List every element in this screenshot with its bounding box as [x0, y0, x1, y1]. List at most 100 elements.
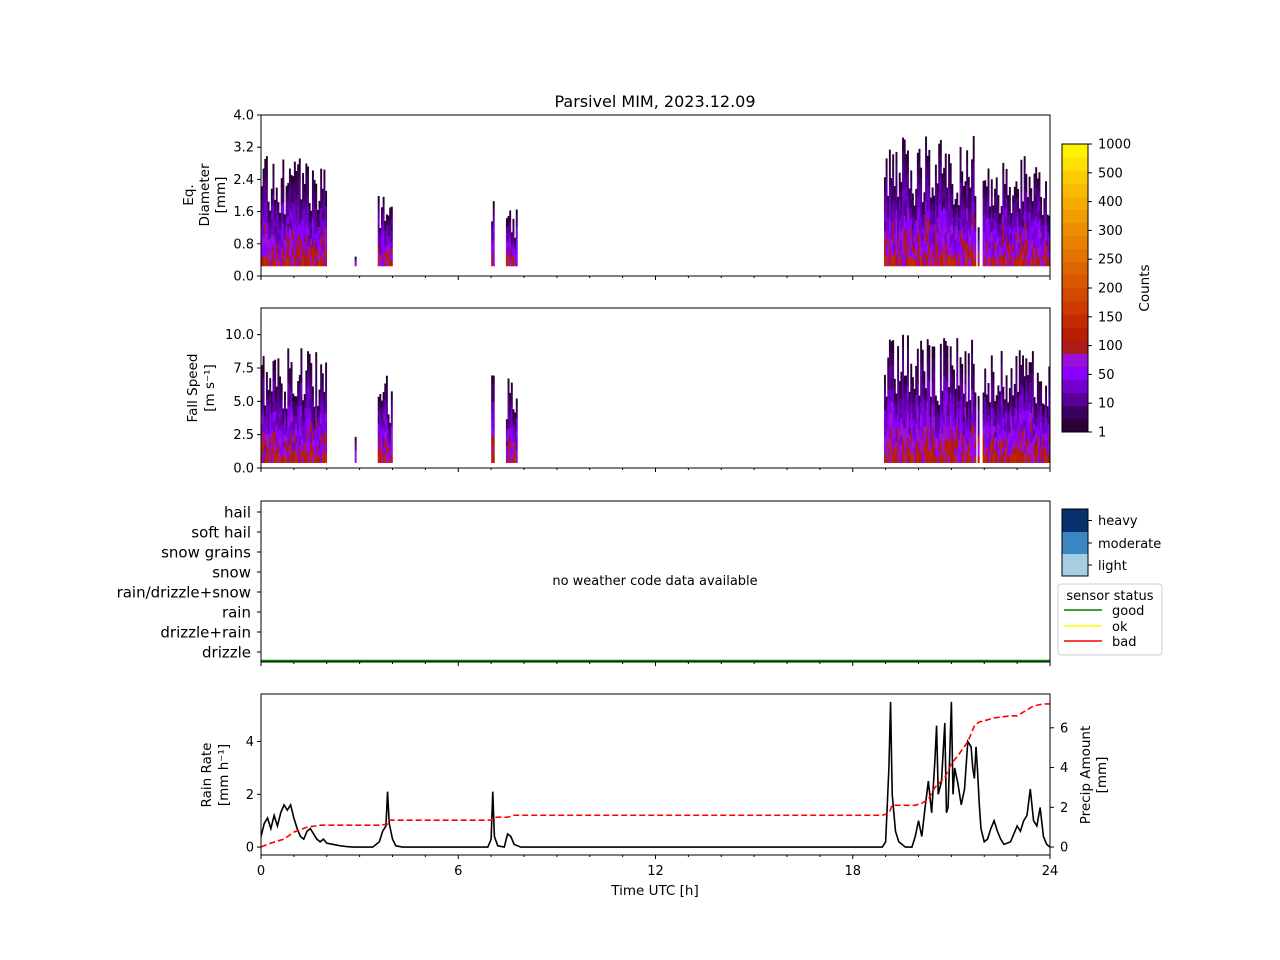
diameter-cell-7-14-8 — [1005, 178, 1008, 189]
diameter-cell-5-22-1 — [920, 246, 923, 257]
fall-speed-cell-0-32-5 — [313, 429, 316, 435]
diameter-cell-5-20-7 — [916, 175, 919, 188]
fall-speed-cell-7-29-2 — [1030, 432, 1033, 443]
diameter-cell-7-35-1 — [1040, 252, 1043, 260]
fall-speed-cell-0-8-6 — [274, 390, 277, 402]
diameter-cell-0-24-9 — [300, 199, 303, 207]
diameter-cell-5-20-6 — [916, 186, 919, 199]
diameter-cell-0-14-6 — [284, 229, 286, 236]
fall-speed-cell-5-7-3 — [895, 435, 898, 443]
diameter-cell-5-45-8 — [957, 211, 960, 218]
diameter-cell-7-18-2 — [1012, 244, 1015, 253]
fall-speed-cell-4-6-7 — [515, 411, 518, 419]
diameter-cell-5-40-5 — [949, 204, 952, 215]
fall-speed-cell-2-1-8 — [379, 400, 382, 409]
fall-speed-cell-0-31-8 — [311, 394, 314, 403]
diameter-cell-7-37-0 — [1043, 259, 1046, 267]
fall-speed-cell-5-46-7 — [959, 378, 962, 390]
fall-speed-cell-0-34-8 — [316, 411, 319, 418]
fall-speed-cell-0-7-6 — [272, 391, 275, 402]
diameter-cell-2-3-1 — [382, 252, 385, 260]
diameter-cell-7-10-1 — [999, 255, 1001, 261]
fall-speed-cell-7-13-7 — [1003, 411, 1006, 419]
precip-amount-ytick-label-0: 0 — [1060, 841, 1068, 856]
fall-speed-cell-7-29-0 — [1030, 452, 1033, 463]
diameter-cell-5-29-2 — [931, 242, 934, 251]
fall-speed-cell-5-17-6 — [911, 402, 914, 412]
fall-speed-cell-7-33-0 — [1036, 453, 1039, 463]
diameter-cell-7-33-3 — [1036, 230, 1039, 240]
fall-speed-cell-5-11-1 — [902, 437, 904, 451]
fall-speed-cell-5-33-7 — [938, 416, 941, 423]
fall-speed-cell-7-18-8 — [1012, 402, 1015, 410]
diameter-cell-5-43-3 — [954, 239, 957, 247]
diameter-cell-4-0-6 — [505, 232, 508, 238]
diameter-cell-6-0-5 — [977, 242, 980, 247]
fall-speed-cell-5-40-6 — [949, 381, 952, 394]
diameter-cell-7-13-6 — [1003, 208, 1006, 218]
diameter-cell-3-1-2 — [492, 246, 495, 254]
fall-speed-cell-7-8-5 — [995, 422, 998, 430]
fall-speed-cell-7-7-5 — [994, 425, 997, 433]
fall-speed-cell-7-30-1 — [1031, 440, 1034, 452]
diameter-cell-0-1-1 — [262, 246, 265, 257]
diameter-cell-5-0-5 — [883, 212, 886, 222]
fall-speed-cell-2-3-1 — [382, 448, 385, 456]
fall-speed-cell-5-40-7 — [949, 369, 952, 382]
fall-speed-cell-5-19-7 — [915, 385, 918, 396]
diameter-cell-7-16-3 — [1008, 234, 1011, 243]
diameter-cell-0-18-5 — [290, 211, 293, 221]
fall-speed-cell-5-4-0 — [890, 450, 893, 463]
fall-speed-cell-5-44-3 — [956, 412, 959, 426]
fall-speed-cell-7-28-8 — [1028, 372, 1031, 383]
fall-speed-cell-2-2-4 — [380, 431, 383, 439]
fall-speed-cell-5-38-9 — [946, 345, 949, 358]
diameter-cell-5-34-0 — [939, 253, 942, 267]
diameter-cell-0-9-1 — [275, 250, 278, 259]
diameter-cell-5-39-6 — [948, 187, 951, 200]
fall-speed-cell-0-25-6 — [302, 418, 305, 426]
diameter-cell-5-11-8 — [902, 150, 904, 164]
fall-speed-cell-0-14-6 — [284, 412, 286, 421]
diameter-cell-0-29-2 — [308, 247, 311, 254]
fall-speed-cell-5-2-6 — [887, 389, 890, 400]
diameter-cell-5-9-5 — [898, 209, 901, 220]
fall-speed-cell-1-0-3 — [354, 452, 357, 456]
diameter-cell-7-30-3 — [1031, 240, 1034, 247]
diameter-cell-7-7-1 — [994, 250, 997, 259]
fall-speed-cell-5-41-7 — [951, 384, 954, 395]
diameter-cell-5-23-5 — [921, 227, 924, 235]
diameter-cell-0-21-3 — [295, 227, 298, 238]
diameter-cell-4-0-4 — [505, 242, 508, 248]
fall-speed-cell-5-10-0 — [900, 453, 903, 463]
diameter-cell-2-1-2 — [379, 254, 382, 259]
fall-speed-cell-7-25-7 — [1023, 393, 1026, 403]
diameter-cell-5-39-9 — [948, 154, 951, 166]
diameter-cell-7-19-3 — [1013, 234, 1016, 243]
fall-speed-cell-5-15-7 — [908, 406, 911, 414]
diameter-cell-0-6-2 — [270, 242, 273, 251]
fall-speed-cell-7-11-9 — [1000, 351, 1003, 363]
diameter-cell-5-4-7 — [890, 195, 893, 205]
diameter-cell-0-17-1 — [288, 246, 291, 257]
diameter-cell-5-8-5 — [897, 224, 900, 232]
fall-speed-cell-0-25-7 — [302, 412, 305, 420]
colorbar-tick-label-6: 250 — [1098, 253, 1123, 268]
diameter-cell-0-11-7 — [279, 223, 282, 230]
fall-speed-cell-2-3-9 — [382, 392, 385, 400]
diameter-cell-7-7-7 — [994, 204, 997, 213]
diameter-cell-7-2-7 — [985, 202, 988, 211]
fall-speed-cell-7-11-3 — [1000, 418, 1003, 430]
fall-speed-cell-4-2-9 — [509, 392, 512, 401]
diameter-cell-5-30-5 — [933, 223, 936, 232]
fall-speed-cell-0-37-0 — [321, 453, 324, 463]
fall-speed-cell-0-3-8 — [265, 381, 268, 391]
diameter-cell-4-5-3 — [514, 254, 517, 258]
fall-speed-cell-7-20-1 — [1015, 441, 1018, 453]
fall-speed-cell-0-24-9 — [300, 348, 303, 360]
fall-speed-cell-5-45-7 — [957, 400, 960, 409]
diameter-cell-0-8-7 — [274, 213, 277, 220]
diameter-cell-5-53-4 — [971, 212, 974, 224]
fall-speed-cell-5-41-5 — [951, 404, 954, 415]
